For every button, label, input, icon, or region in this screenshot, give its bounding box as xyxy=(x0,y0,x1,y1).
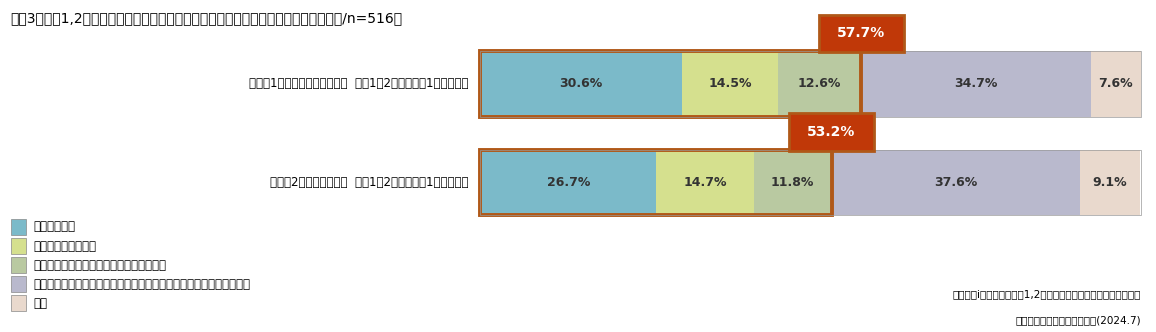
Bar xyxy=(480,149,1141,215)
Bar xyxy=(682,51,778,117)
Text: 実施している: 実施している xyxy=(34,220,75,233)
Bar xyxy=(788,113,874,151)
Text: 9.1%: 9.1% xyxy=(1092,176,1127,189)
Text: ベネッセiキャリア『大学1,2年生向けのキャリア形成』に関する: ベネッセiキャリア『大学1,2年生向けのキャリア形成』に関する xyxy=(953,289,1141,299)
Bar xyxy=(754,149,831,215)
Bar xyxy=(10,257,25,273)
Text: 不明: 不明 xyxy=(34,297,47,310)
Bar xyxy=(10,295,25,311)
Text: 34.7%: 34.7% xyxy=(954,77,998,90)
Text: 11.8%: 11.8% xyxy=(771,176,814,189)
Bar xyxy=(10,238,25,254)
Bar xyxy=(1090,51,1141,117)
Text: 実施を検討している（検討したいも含む）: 実施を検討している（検討したいも含む） xyxy=(34,259,166,272)
Bar xyxy=(480,51,682,117)
Text: 30.6%: 30.6% xyxy=(560,77,602,90)
Bar xyxy=(480,51,1141,117)
Bar xyxy=(861,51,1090,117)
Bar xyxy=(778,51,861,117)
Text: 53.2%: 53.2% xyxy=(807,125,855,139)
Text: 実施していない（過去実施していたが現在は実施していないも含む）: 実施していない（過去実施していたが現在は実施していないも含む） xyxy=(34,278,251,291)
Bar xyxy=(480,149,831,215)
Bar xyxy=(831,149,1080,215)
Text: 14.5%: 14.5% xyxy=(709,77,751,90)
Text: 【図3】大学1,2年生向けのキャリア形成支援にかかわる施策実施について（複数回答/n=516）: 【図3】大学1,2年生向けのキャリア形成支援にかかわる施策実施について（複数回答… xyxy=(10,11,402,25)
Text: 企業担当者の意識・実態調査(2024.7): 企業担当者の意識・実態調査(2024.7) xyxy=(1015,315,1141,325)
Text: 37.6%: 37.6% xyxy=(934,176,977,189)
Bar xyxy=(657,149,754,215)
Text: タイプ2：キャリア教育  大学1，2年生（修士1年生）向け: タイプ2：キャリア教育 大学1，2年生（修士1年生）向け xyxy=(271,176,468,189)
Text: 12.6%: 12.6% xyxy=(798,77,842,90)
Text: タイプ1：オープンカンパニー  大学1，2年生（修士1年生）向け: タイプ1：オープンカンパニー 大学1，2年生（修士1年生）向け xyxy=(249,77,468,90)
Text: 実施を予定している: 実施を予定している xyxy=(34,239,97,253)
Bar xyxy=(10,219,25,235)
Text: 7.6%: 7.6% xyxy=(1098,77,1133,90)
Bar xyxy=(480,149,657,215)
Bar xyxy=(10,276,25,292)
Text: 26.7%: 26.7% xyxy=(547,176,590,189)
Bar xyxy=(818,15,904,52)
Text: 57.7%: 57.7% xyxy=(837,27,885,41)
Text: 14.7%: 14.7% xyxy=(683,176,727,189)
Bar xyxy=(1080,149,1140,215)
Bar xyxy=(480,51,861,117)
